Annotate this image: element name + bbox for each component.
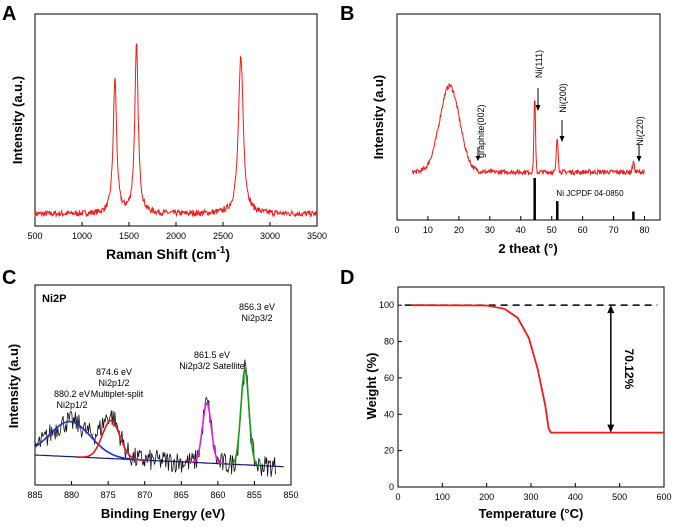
panel-c-label-856-ev: 856.3 eV — [239, 302, 275, 312]
panel-c-xtick-label: 870 — [137, 490, 152, 500]
panel-c-xlabel: Binding Energy (eV) — [101, 506, 225, 521]
panel-a-xlabel-sup: -1 — [216, 245, 225, 256]
panel-c-xtick-label: 855 — [247, 490, 262, 500]
panel-b-xlabel: 2 theat (°) — [498, 241, 557, 256]
panel-a-xtick-label: 3500 — [307, 231, 327, 241]
panel-a-frame — [34, 13, 318, 227]
panel-b-arrowhead-graphite — [475, 156, 481, 161]
panel-a-ylabel: Intensity (a.u.) — [10, 76, 25, 164]
panel-b-reference-label: Ni JCPDF 04-0850 — [556, 189, 624, 198]
panel-letter-c: C — [2, 267, 16, 289]
panel-c-label-874-ev: 874.6 eV — [96, 367, 132, 377]
panel-c-fit-856 — [228, 367, 261, 467]
panel-c-xtick-label: 860 — [210, 490, 225, 500]
panel-b-xtick-label: 60 — [578, 225, 588, 235]
panel-a-xtick-label: 2500 — [213, 231, 233, 241]
panel-d-ytick-label: 60 — [384, 373, 394, 383]
panel-c-label-874-extra: Multiplet-split — [91, 389, 144, 399]
panel-c-label-861-ev: 861.5 eV — [194, 350, 230, 360]
panel-d-xtick-label: 100 — [435, 492, 450, 502]
panel-b-xtick-label: 20 — [454, 225, 464, 235]
panel-b-arrowhead-ni200 — [559, 136, 565, 142]
panel-d-xtick-label: 400 — [568, 492, 583, 502]
panel-c-label-861-name: Ni2p3/2 Satellite — [179, 361, 245, 371]
panel-b-xtick-label: 80 — [640, 225, 650, 235]
panel-c-frame — [34, 284, 292, 486]
panel-b-xtick-label: 0 — [394, 225, 399, 235]
panel-b-annotation-ni220: Ni(220) — [635, 116, 645, 146]
panel-a-xtick-label: 3000 — [260, 231, 280, 241]
panel-b-arrowhead-ni111 — [535, 105, 541, 111]
panel-b-ylabel: Intensity (a.u) — [371, 75, 386, 160]
panel-d-xlabel: Temperature (°C) — [479, 506, 584, 521]
panel-b-annotation-ni111: Ni(111) — [534, 50, 544, 78]
panel-b-annotation-graphite: graphite(002) — [476, 104, 486, 158]
panel-c-xtick-label: 865 — [174, 490, 189, 500]
panel-letter-a: A — [2, 3, 16, 25]
panel-c-xtick-label: 885 — [27, 490, 42, 500]
panel-d-xtick-label: 600 — [656, 492, 671, 502]
panel-d-ytick-label: 100 — [379, 300, 394, 310]
panel-c-ylabel: Intensity (a.u) — [6, 344, 21, 429]
panel-c-label-880-name: Ni2p1/2 — [56, 400, 87, 410]
panel-c-xtick-label: 875 — [101, 490, 116, 500]
panel-c-label-880-ev: 880.2 eV — [54, 389, 90, 399]
panel-d-ytick-label: 80 — [384, 337, 394, 347]
panel-d-loss-label: 70.12% — [622, 349, 636, 390]
panel-d-series-line — [411, 304, 664, 434]
panel-b-xtick-label: 70 — [609, 225, 619, 235]
panel-b-xtick-label: 40 — [516, 225, 526, 235]
panel-c-xtick-label: 850 — [283, 490, 298, 500]
panel-d-xtick-label: 500 — [612, 492, 627, 502]
panel-b-arrowhead-ni220 — [636, 156, 642, 162]
panel-b-xtick-label: 50 — [547, 225, 557, 235]
panel-c-label-874-name: Ni2p1/2 — [98, 378, 129, 388]
panel-d-ytick-label: 0 — [389, 482, 394, 492]
panel-c-fit-874 — [76, 419, 146, 461]
panel-a-xtick-label: 1500 — [119, 231, 139, 241]
panel-a-xtick-label: 500 — [27, 231, 42, 241]
panel-d-ytick-label: 40 — [384, 409, 394, 419]
panel-a-xlabel: Raman Shift (cm-1) — [106, 245, 230, 262]
panel-b: 0 10 20 30 40 50 60 70 80 Ni JCPDF 04-0850 graph… — [371, 13, 661, 256]
panel-d: 0 100 200 300 400 500 600 0 20 40 60 80 100 70.12% W… — [364, 286, 672, 521]
panel-b-series-line — [412, 83, 645, 177]
panel-a-xtick-label: 1000 — [72, 231, 92, 241]
panel-d-loss-arrowhead-bottom — [607, 424, 615, 433]
panel-a-xtick-label: 2000 — [166, 231, 186, 241]
panel-d-ylabel: Weight (%) — [364, 353, 379, 420]
panel-d-xtick-label: 300 — [523, 492, 538, 502]
panel-a-xlabel-main: Raman Shift — [106, 246, 188, 262]
panel-d-ytick-label: 20 — [384, 446, 394, 456]
panel-d-loss-arrowhead-top — [607, 305, 615, 314]
panel-letter-d: D — [340, 267, 354, 289]
panel-a: 500 1000 1500 2000 2500 3000 3500 Intensity (a… — [10, 13, 327, 262]
panel-d-xtick-label: 200 — [479, 492, 494, 502]
panel-c-xtick-label: 880 — [64, 490, 79, 500]
panel-b-annotation-ni200: Ni(200) — [558, 83, 568, 113]
panel-c-label-856-name: Ni2p3/2 — [241, 313, 272, 323]
panel-b-xtick-label: 30 — [485, 225, 495, 235]
panel-c: 885 880 875 870 865 860 855 850 Ni2P 880.2 eV N… — [6, 284, 299, 521]
panel-c-fit-880 — [34, 420, 152, 462]
panel-letter-b: B — [340, 3, 354, 25]
panel-a-series-line — [34, 43, 318, 219]
panel-c-raw-data-line — [34, 359, 276, 478]
panel-c-title: Ni2P — [42, 293, 66, 305]
panel-b-frame — [396, 13, 661, 221]
panel-b-xtick-label: 10 — [423, 225, 433, 235]
panel-a-xlabel-unit: cm — [196, 246, 216, 262]
panel-c-fit-861 — [189, 401, 224, 465]
panel-d-xtick-label: 0 — [395, 492, 400, 502]
